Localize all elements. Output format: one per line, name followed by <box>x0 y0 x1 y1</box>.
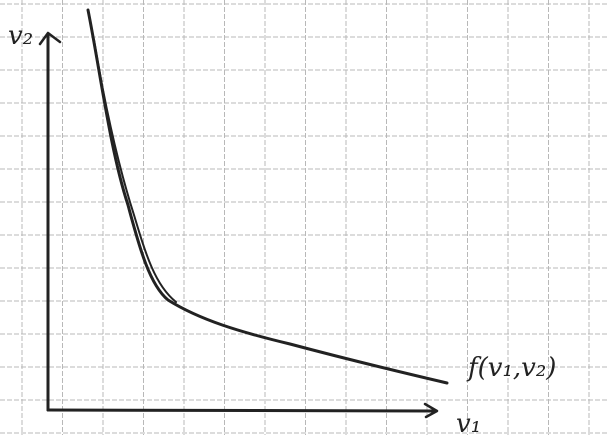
curve-trace <box>94 40 176 302</box>
curve <box>88 10 447 383</box>
vertical-axis-label: v₂ <box>8 21 33 51</box>
curve-label: f(v₁,v₂) <box>466 353 556 383</box>
sketch: v₂ v₁ f(v₁,v₂) <box>0 0 609 435</box>
page: {"axis_labels": {"vertical": "v₂", "hori… <box>0 0 609 435</box>
horizontal-axis <box>48 410 436 411</box>
vertical-arrow <box>40 33 60 44</box>
horizontal-axis-label: v₁ <box>456 409 481 435</box>
